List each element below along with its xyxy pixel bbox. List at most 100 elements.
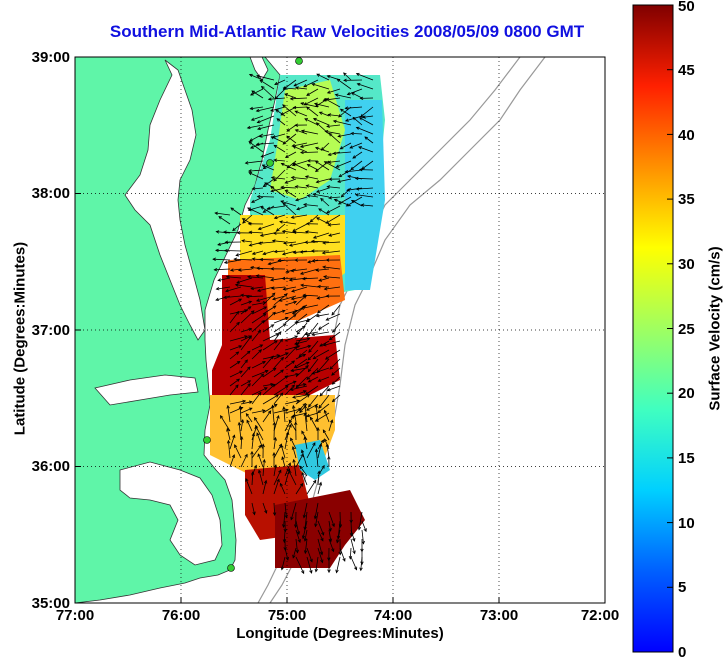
current-vector-head — [272, 367, 277, 371]
current-vector-head — [309, 558, 313, 563]
current-vector — [213, 258, 231, 261]
current-vector-head — [235, 310, 240, 315]
current-vector-head — [246, 350, 251, 355]
current-vector — [326, 313, 341, 321]
current-vector-head — [284, 189, 289, 194]
current-vector-head — [320, 197, 324, 202]
current-vector — [358, 146, 374, 153]
current-vector-head — [343, 72, 347, 76]
current-vector — [240, 359, 248, 369]
current-vector — [247, 124, 264, 129]
current-vector — [351, 133, 363, 135]
current-vector — [273, 310, 286, 315]
current-vector-head — [328, 132, 333, 137]
current-vector-head — [255, 274, 260, 278]
current-vector — [317, 403, 330, 413]
current-vector-head — [306, 194, 311, 198]
current-vector — [240, 335, 252, 351]
current-vector-head — [280, 369, 284, 373]
current-vector — [257, 115, 275, 123]
current-vector-head — [284, 385, 289, 389]
current-vector — [247, 276, 264, 279]
current-vector — [340, 142, 352, 150]
current-vector-head — [263, 479, 268, 484]
colorbar-ticks — [667, 4, 673, 588]
current-vector-head — [294, 123, 299, 127]
current-vector — [251, 373, 264, 387]
current-vector-head — [270, 382, 275, 387]
current-vector — [218, 216, 231, 225]
current-vector-head — [270, 189, 275, 193]
current-vector — [308, 358, 319, 372]
y-tick-label: 36:00 — [32, 458, 70, 475]
current-vector — [267, 205, 286, 209]
current-vector — [273, 331, 282, 342]
current-vector — [230, 207, 242, 216]
station-marker — [203, 436, 211, 444]
current-vector — [362, 115, 374, 118]
current-vector-head — [300, 150, 304, 155]
current-vector — [273, 338, 283, 351]
current-vector — [262, 311, 276, 324]
current-vector-head — [292, 380, 297, 384]
current-vector — [323, 340, 341, 346]
current-vector-head — [239, 370, 243, 374]
current-vector — [317, 443, 322, 459]
current-vector-head — [291, 360, 296, 364]
current-vector-head — [331, 312, 335, 316]
current-vector-head — [340, 193, 345, 198]
current-vector-head — [331, 381, 336, 385]
current-vector — [260, 259, 275, 261]
current-vector-head — [315, 217, 320, 221]
current-vector — [283, 529, 286, 543]
current-vector — [273, 385, 289, 396]
current-vector-head — [354, 193, 359, 197]
current-vector-head — [314, 568, 319, 573]
current-vector-head — [331, 548, 335, 553]
current-vector-head — [293, 345, 298, 350]
current-vector-head — [336, 539, 340, 544]
current-vector-head — [248, 230, 253, 235]
current-vector — [326, 444, 330, 459]
current-vector — [286, 124, 297, 132]
current-vector — [336, 556, 341, 573]
current-vector — [295, 87, 308, 90]
current-vector — [301, 130, 319, 135]
current-vector-head — [262, 313, 267, 317]
current-vector-head — [322, 429, 327, 434]
current-vector — [240, 294, 253, 297]
current-vector-head — [352, 550, 356, 555]
current-vector — [350, 520, 352, 536]
current-vector — [361, 160, 374, 170]
current-vector — [301, 472, 308, 486]
current-vector — [242, 214, 253, 224]
current-vector — [295, 390, 307, 396]
current-vector — [315, 556, 319, 572]
current-vector — [240, 436, 243, 450]
coverage-core-red — [212, 275, 340, 400]
current-vector-head — [256, 432, 260, 437]
current-vector-head — [291, 384, 295, 389]
current-vector — [284, 93, 297, 99]
current-vector-head — [333, 198, 338, 202]
current-vector — [302, 520, 308, 539]
current-vector-head — [215, 230, 220, 234]
current-vector-head — [272, 452, 276, 456]
current-vector — [256, 106, 275, 112]
current-vector — [300, 304, 319, 309]
current-vector-head — [296, 531, 301, 536]
current-vector-head — [250, 92, 254, 96]
current-vector-head — [332, 151, 337, 155]
current-vector — [290, 437, 297, 450]
current-vector-head — [294, 421, 298, 426]
current-vector — [315, 404, 319, 423]
current-vector — [315, 511, 319, 527]
current-vector — [281, 456, 286, 468]
current-vector-head — [315, 314, 320, 318]
current-vector-head — [280, 162, 285, 167]
current-vector — [310, 214, 319, 223]
current-vector-head — [249, 106, 254, 111]
current-vector — [314, 103, 330, 108]
current-vector — [238, 422, 242, 441]
current-vector-head — [224, 240, 229, 244]
